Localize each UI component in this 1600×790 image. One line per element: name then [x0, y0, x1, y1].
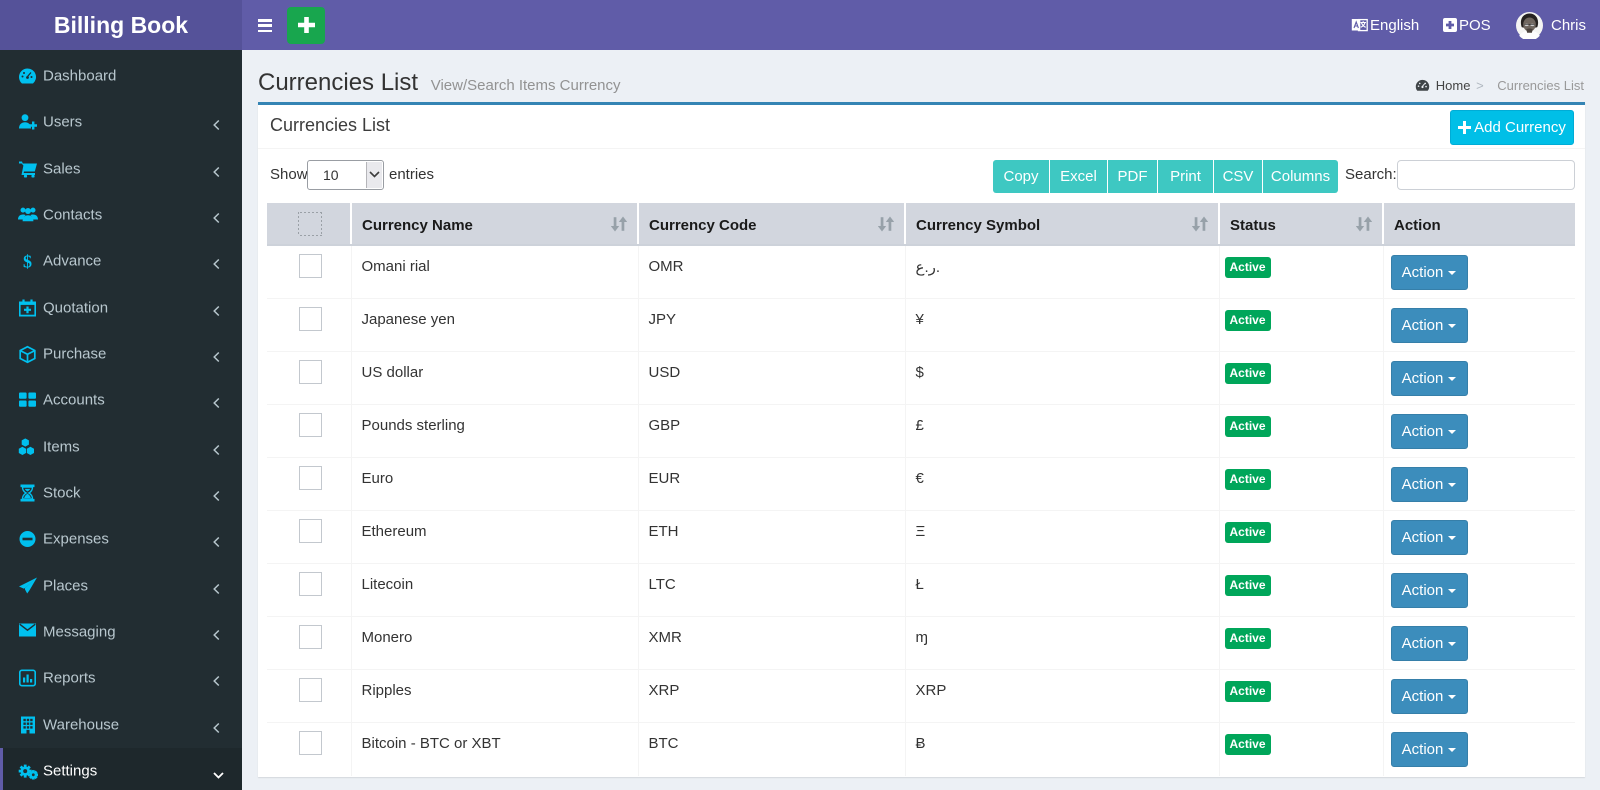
svg-text:$: $: [23, 253, 32, 271]
